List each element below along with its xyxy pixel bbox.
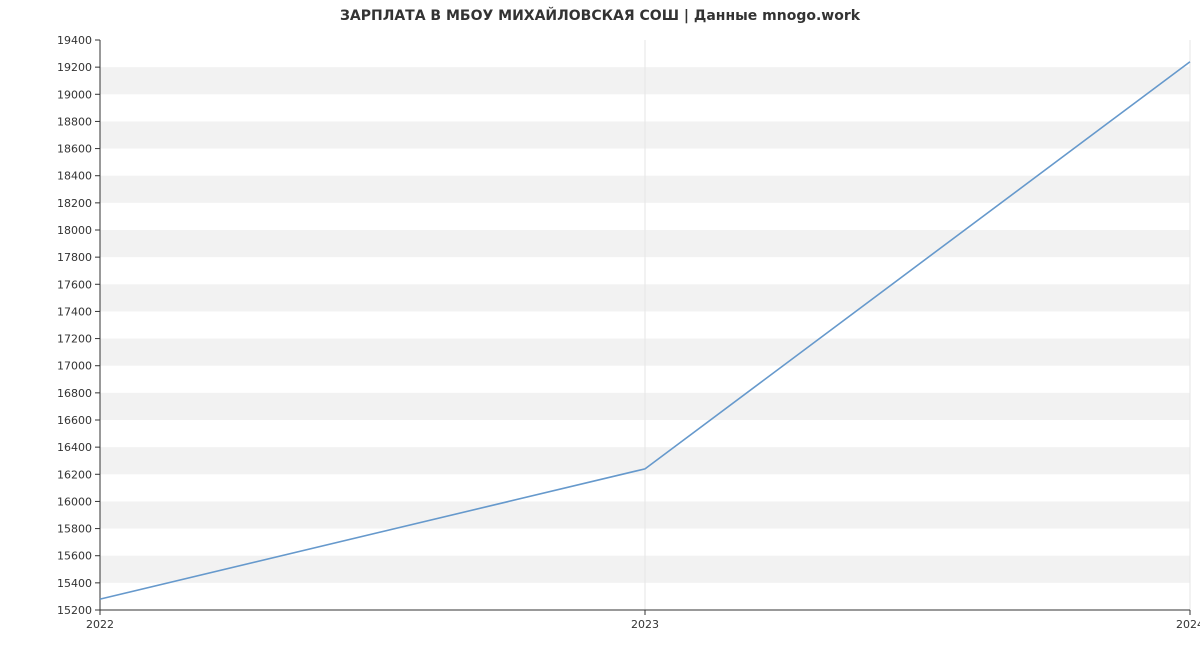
y-tick-label: 16800 bbox=[57, 387, 92, 400]
y-tick-label: 17600 bbox=[57, 278, 92, 291]
y-tick-label: 18200 bbox=[57, 197, 92, 210]
y-tick-label: 16600 bbox=[57, 414, 92, 427]
y-tick-label: 17800 bbox=[57, 251, 92, 264]
y-tick-label: 19000 bbox=[57, 88, 92, 101]
y-tick-label: 17000 bbox=[57, 360, 92, 373]
y-tick-label: 15600 bbox=[57, 550, 92, 563]
y-tick-label: 16200 bbox=[57, 468, 92, 481]
y-tick-label: 18400 bbox=[57, 170, 92, 183]
y-tick-label: 17400 bbox=[57, 305, 92, 318]
y-tick-label: 19200 bbox=[57, 61, 92, 74]
y-tick-label: 18600 bbox=[57, 143, 92, 156]
y-tick-label: 15800 bbox=[57, 523, 92, 536]
line-chart: 15200 15400 15600 15800 16000 16200 16400 16600… bbox=[0, 0, 1200, 650]
y-tick-label: 15200 bbox=[57, 604, 92, 617]
y-tick-label: 16400 bbox=[57, 441, 92, 454]
y-tick-label: 18800 bbox=[57, 115, 92, 128]
y-tick-label: 19400 bbox=[57, 34, 92, 47]
x-tick-label: 2024 bbox=[1176, 618, 1200, 631]
chart-container: ЗАРПЛАТА В МБОУ МИХАЙЛОВСКАЯ СОШ | Данны… bbox=[0, 0, 1200, 650]
y-tick-label: 17200 bbox=[57, 333, 92, 346]
x-tick-label: 2023 bbox=[631, 618, 659, 631]
y-tick-label: 18000 bbox=[57, 224, 92, 237]
x-tick-label: 2022 bbox=[86, 618, 114, 631]
y-tick-label: 16000 bbox=[57, 495, 92, 508]
chart-title: ЗАРПЛАТА В МБОУ МИХАЙЛОВСКАЯ СОШ | Данны… bbox=[0, 8, 1200, 24]
y-tick-label: 15400 bbox=[57, 577, 92, 590]
